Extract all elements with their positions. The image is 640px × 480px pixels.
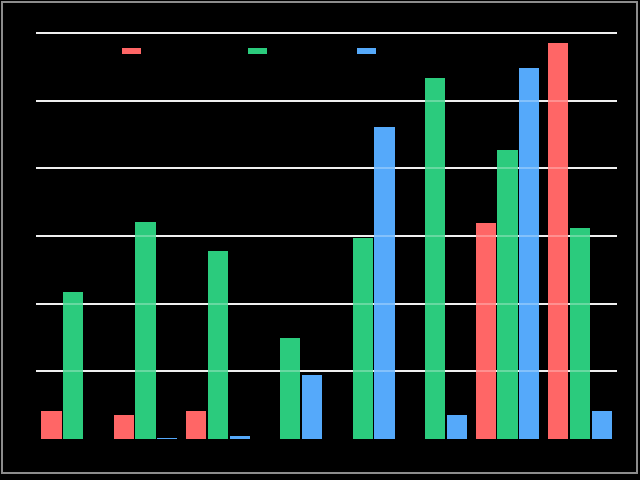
bar-green-group3 [207,250,229,439]
bar-red-group2 [113,414,134,439]
bar-red-group8 [548,43,569,439]
bar-green-group1 [63,291,84,439]
legend-swatch-red [122,48,141,54]
bar-red-group3 [186,411,207,439]
gridline [36,167,617,170]
bar-green-group6 [425,77,446,439]
gridline [36,99,617,102]
bar-blue-group8 [591,410,612,439]
bar-blue-group4 [301,374,323,439]
bar-red-group1 [41,410,62,439]
gridline-overlay [36,302,617,305]
gridline [36,235,617,237]
gridline [36,370,617,373]
gridline [36,32,617,34]
bar-green-group5 [352,238,373,439]
gridline-overlay [36,99,617,102]
legend-swatch-green [248,48,267,54]
gridline [36,302,617,305]
bar-green-group4 [280,338,301,439]
bar-red-group7 [475,223,496,439]
gridline-overlay [36,370,617,373]
bar-blue-group3 [229,436,250,439]
gridline-overlay [36,235,617,237]
gridline-overlay [36,167,617,170]
bar-blue-group6 [446,414,467,439]
bar-blue-group2 [157,437,178,439]
bar-green-group2 [135,222,156,439]
bar-green-group7 [497,150,518,439]
bar-blue-group5 [374,127,395,439]
plot-area [36,32,617,439]
legend-swatch-blue [357,48,376,54]
gridline-overlay [36,32,617,34]
bar-blue-group7 [519,67,540,439]
bar-green-group8 [569,227,591,439]
